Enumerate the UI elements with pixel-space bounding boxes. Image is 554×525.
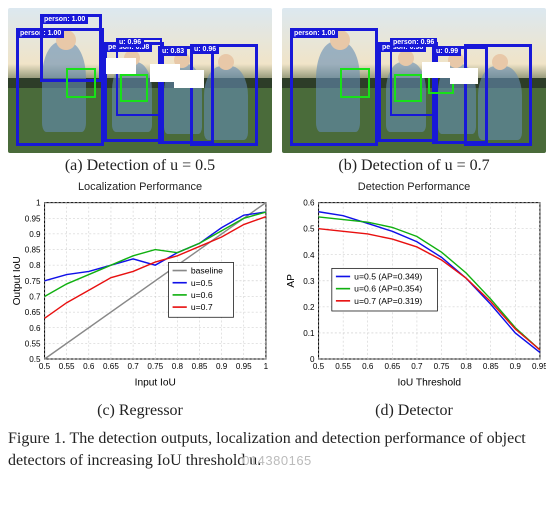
panel-c: Localization Performance 0.50.550.60.650… bbox=[8, 181, 272, 420]
panel-d-caption: (d) Detector bbox=[282, 402, 546, 420]
svg-text:0.75: 0.75 bbox=[25, 277, 41, 286]
bbox-label: person: 0.96 bbox=[390, 38, 437, 47]
svg-text:0.75: 0.75 bbox=[147, 362, 163, 371]
svg-text:0.3: 0.3 bbox=[303, 277, 315, 286]
chart-c-title: Localization Performance bbox=[8, 181, 272, 193]
svg-text:0.95: 0.95 bbox=[532, 362, 546, 371]
svg-text:0.5: 0.5 bbox=[39, 362, 51, 371]
svg-text:0.1: 0.1 bbox=[303, 329, 315, 338]
svg-text:0: 0 bbox=[310, 355, 315, 364]
chart-d-title: Detection Performance bbox=[282, 181, 546, 193]
bbox-label: u: 0.99 bbox=[433, 47, 461, 56]
bbox bbox=[340, 68, 370, 98]
svg-text:0.6: 0.6 bbox=[303, 199, 315, 208]
svg-text:0.6: 0.6 bbox=[29, 324, 41, 333]
svg-text:0.95: 0.95 bbox=[236, 362, 252, 371]
bbox bbox=[464, 44, 532, 146]
panel-b-caption: (b) Detection of u = 0.7 bbox=[282, 157, 546, 175]
svg-text:u=0.5 (AP=0.349): u=0.5 (AP=0.349) bbox=[354, 272, 422, 282]
svg-text:0.8: 0.8 bbox=[29, 261, 41, 270]
svg-text:IoU Threshold: IoU Threshold bbox=[397, 377, 461, 388]
detection-image-b: person: 1.00person: 0.98person: 0.96u: 0… bbox=[282, 8, 546, 153]
panel-a-caption: (a) Detection of u = 0.5 bbox=[8, 157, 272, 175]
svg-text:0.65: 0.65 bbox=[25, 308, 41, 317]
svg-text:0.7: 0.7 bbox=[29, 292, 41, 301]
bbox bbox=[394, 74, 422, 102]
svg-text:u=0.7: u=0.7 bbox=[191, 302, 213, 312]
chart-c-svg: 0.5 0.55 0.6 0.65 0.7 0.75 0.8 0.85 0.9 0.95 1 0.5 0… bbox=[8, 193, 272, 393]
svg-text:0.4: 0.4 bbox=[303, 251, 315, 260]
svg-text:0.95: 0.95 bbox=[25, 214, 41, 223]
figure-grid: person: 1.00person: 1.00person: 0.98u: 0… bbox=[8, 8, 546, 420]
svg-text:0.55: 0.55 bbox=[335, 362, 351, 371]
svg-text:Input IoU: Input IoU bbox=[135, 377, 176, 388]
chart-d-svg: 0.5 0.55 0.6 0.65 0.7 0.75 0.8 0.85 0.9 0.95 0 0.1 0… bbox=[282, 193, 546, 393]
bbox-label: u: 0.83 bbox=[159, 47, 187, 56]
svg-text:0.7: 0.7 bbox=[411, 362, 423, 371]
svg-text:0.9: 0.9 bbox=[216, 362, 228, 371]
svg-text:0.65: 0.65 bbox=[103, 362, 119, 371]
svg-text:0.55: 0.55 bbox=[25, 339, 41, 348]
svg-text:0.7: 0.7 bbox=[127, 362, 139, 371]
panel-a: person: 1.00person: 1.00person: 0.98u: 0… bbox=[8, 8, 272, 175]
svg-text:1: 1 bbox=[264, 362, 269, 371]
bbox-label: person: 1.00 bbox=[291, 29, 338, 38]
svg-text:0.65: 0.65 bbox=[384, 362, 400, 371]
svg-text:0.5: 0.5 bbox=[29, 355, 41, 364]
panel-c-caption: (c) Regressor bbox=[8, 402, 272, 420]
svg-text:0.75: 0.75 bbox=[434, 362, 450, 371]
svg-text:0.85: 0.85 bbox=[483, 362, 499, 371]
bbox bbox=[422, 62, 450, 78]
svg-text:u=0.6 (AP=0.354): u=0.6 (AP=0.354) bbox=[354, 284, 422, 294]
svg-text:0.5: 0.5 bbox=[313, 362, 325, 371]
panel-b: person: 1.00person: 0.98person: 0.96u: 0… bbox=[282, 8, 546, 175]
panel-d: Detection Performance 0.50.550.60.650.70… bbox=[282, 181, 546, 420]
bbox bbox=[450, 68, 478, 84]
svg-text:0.9: 0.9 bbox=[510, 362, 522, 371]
bbox-label: u: 0.96 bbox=[116, 38, 144, 47]
bbox bbox=[106, 58, 136, 74]
bbox bbox=[120, 74, 148, 102]
svg-text:baseline: baseline bbox=[191, 266, 223, 276]
svg-text:u=0.7 (AP=0.319): u=0.7 (AP=0.319) bbox=[354, 296, 422, 306]
detection-image-a: person: 1.00person: 1.00person: 0.98u: 0… bbox=[8, 8, 272, 153]
bbox-label: person: 1.00 bbox=[41, 15, 88, 24]
bbox-label: u: 0.96 bbox=[191, 45, 219, 54]
svg-text:0.8: 0.8 bbox=[172, 362, 184, 371]
svg-text:AP: AP bbox=[286, 274, 297, 288]
svg-text:0.2: 0.2 bbox=[303, 303, 315, 312]
bbox bbox=[174, 70, 204, 88]
svg-text:0.55: 0.55 bbox=[59, 362, 75, 371]
svg-text:0.85: 0.85 bbox=[192, 362, 208, 371]
svg-text:u=0.6: u=0.6 bbox=[191, 290, 213, 300]
svg-text:0.9: 0.9 bbox=[29, 230, 41, 239]
svg-text:0.5: 0.5 bbox=[303, 225, 315, 234]
svg-text:Output IoU: Output IoU bbox=[12, 256, 23, 305]
bbox bbox=[66, 68, 96, 98]
svg-text:0.6: 0.6 bbox=[83, 362, 95, 371]
svg-text:0.6: 0.6 bbox=[362, 362, 374, 371]
bbox: u: 0.96 bbox=[190, 44, 258, 146]
svg-text:0.8: 0.8 bbox=[460, 362, 472, 371]
svg-text:u=0.5: u=0.5 bbox=[191, 278, 213, 288]
svg-text:0.85: 0.85 bbox=[25, 246, 41, 255]
watermark-text: 014380165 bbox=[8, 453, 546, 468]
svg-text:1: 1 bbox=[36, 199, 41, 208]
